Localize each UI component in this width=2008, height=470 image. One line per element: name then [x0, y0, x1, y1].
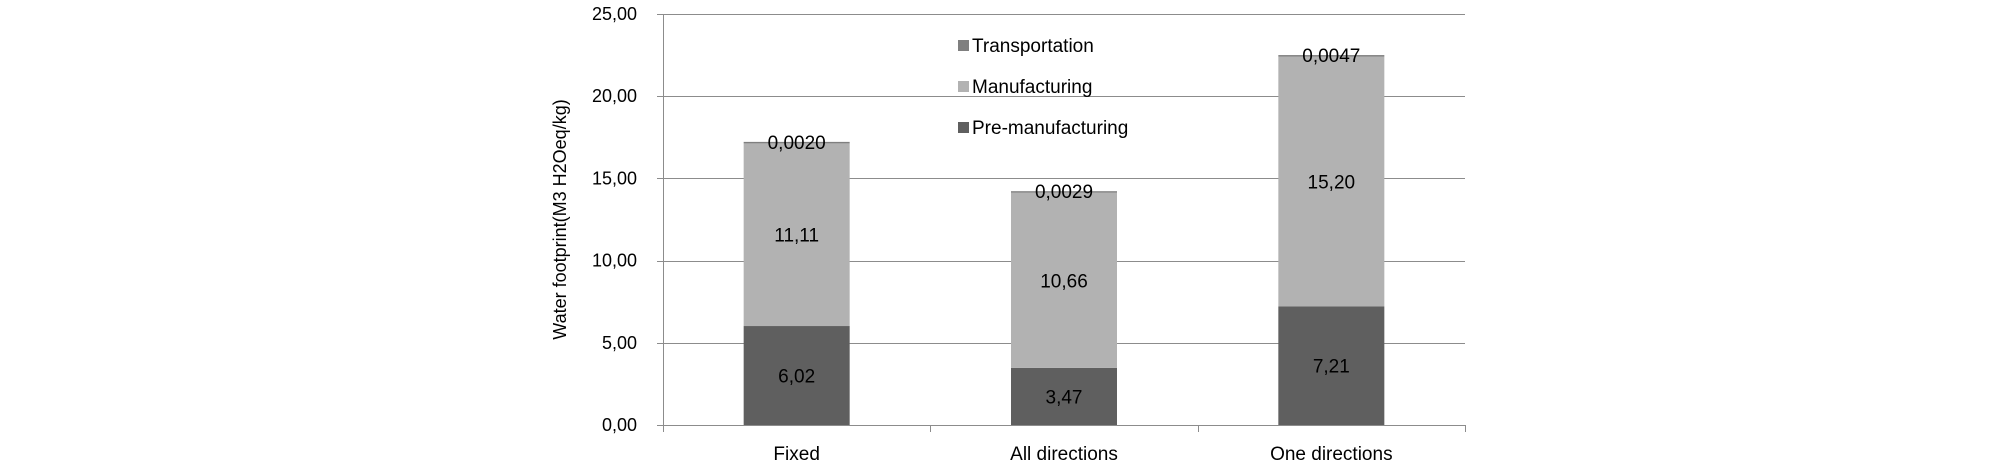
bar-segment: [1011, 191, 1117, 193]
data-label: 0,0020: [768, 133, 826, 154]
bar-segment: [1011, 367, 1117, 425]
y-tick-label: 0,00: [602, 415, 637, 435]
data-label: 7,21: [1313, 357, 1350, 378]
bar-segment: [743, 326, 850, 425]
legend-swatch: [958, 122, 969, 133]
data-label: 11,11: [774, 226, 819, 247]
legend-swatch: [958, 81, 969, 92]
bar-segment: [1278, 56, 1385, 307]
data-label: 0,0029: [1035, 182, 1093, 203]
data-label: 10,66: [1040, 271, 1088, 292]
legend-label: Manufacturing: [972, 77, 1092, 98]
bar-segment: [1011, 192, 1117, 368]
bar-segment: [743, 141, 850, 144]
y-tick-label: 10,00: [592, 251, 637, 271]
y-axis-title: Water footprint(M3 H2Oeq/kg): [550, 99, 570, 339]
legend-swatch: [958, 40, 969, 51]
y-tick-label: 5,00: [602, 333, 637, 353]
data-labels: 6,02 11,11 0,0020 3,47 10,66 0,0029 7,21 15,20 0…: [768, 46, 1361, 408]
x-axis-categories: Fixed All directions One directions: [773, 444, 1392, 465]
y-axis-ticks: 0,00 5,00 10,00 15,00 20,00 25,00: [592, 4, 637, 435]
x-category-label: One directions: [1270, 444, 1393, 465]
legend-label: Pre-manufacturing: [972, 118, 1128, 139]
bars: [743, 55, 1385, 425]
data-label: 15,20: [1308, 173, 1356, 194]
y-tick-label: 20,00: [592, 86, 637, 106]
bar-segment: [1278, 306, 1385, 425]
y-tick-label: 25,00: [592, 4, 637, 24]
x-category-label: Fixed: [773, 444, 819, 465]
y-tick-label: 15,00: [592, 168, 637, 188]
x-category-label: All directions: [1010, 444, 1118, 465]
legend: Transportation Manufacturing Pre-manufactu…: [958, 36, 1128, 139]
data-label: 3,47: [1046, 387, 1083, 408]
data-label: 0,0047: [1302, 46, 1360, 67]
bar-segment: [743, 143, 850, 327]
data-label: 6,02: [778, 367, 815, 388]
bar-segment: [1278, 55, 1385, 57]
axes: [657, 14, 1466, 432]
legend-label: Transportation: [972, 36, 1094, 57]
